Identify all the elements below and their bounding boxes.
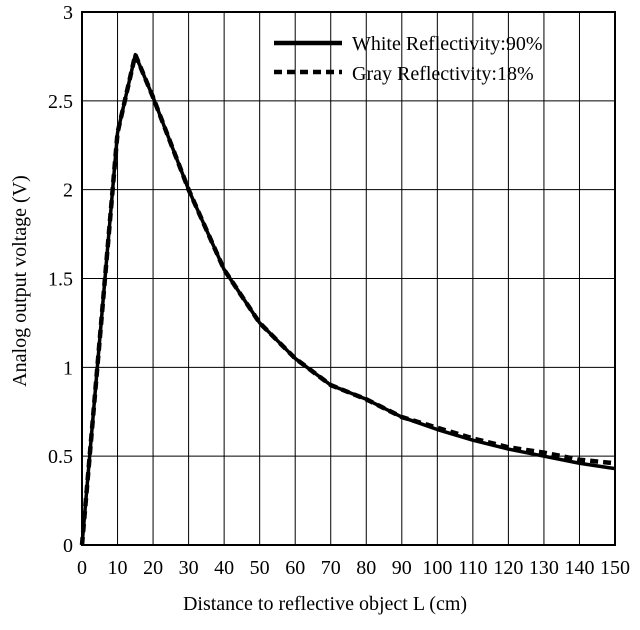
x-tick-label: 100: [422, 557, 452, 579]
x-tick-label: 90: [392, 557, 412, 579]
x-tick-label: 60: [285, 557, 305, 579]
y-tick-label: 0.5: [48, 446, 73, 468]
y-tick-label: 1.5: [48, 269, 73, 291]
x-tick-label: 150: [600, 557, 630, 579]
x-tick-label: 20: [143, 557, 163, 579]
series-line-white: [80, 52, 616, 546]
legend: White Reflectivity:90% Gray Reflectivity…: [274, 33, 543, 85]
x-tick-label: 40: [214, 557, 234, 579]
x-tick-label: 10: [108, 557, 128, 579]
plot-frame: [81, 11, 616, 546]
y-tick-labels: 0 0.5 1 1.5 2 2.5 3: [48, 2, 73, 557]
legend-label-gray: Gray Reflectivity:18%: [352, 63, 534, 85]
series-layer: [79, 52, 616, 546]
x-tick-label: 130: [529, 557, 559, 579]
x-tick-label: 80: [356, 557, 376, 579]
x-tick-label: 50: [250, 557, 270, 579]
y-tick-label: 1: [63, 357, 73, 379]
x-tick-label: 140: [564, 557, 594, 579]
y-tick-label: 2: [63, 180, 73, 202]
x-tick-label: 0: [77, 557, 87, 579]
legend-label-white: White Reflectivity:90%: [352, 33, 543, 55]
x-tick-label: 30: [179, 557, 199, 579]
x-tick-label: 70: [321, 557, 341, 579]
series-line-gray: [79, 52, 616, 546]
grid: [81, 11, 616, 546]
y-axis-label: Analog output voltage (V): [9, 175, 31, 387]
y-tick-label: 0: [63, 535, 73, 557]
y-tick-label: 3: [63, 2, 73, 24]
y-tick-label: 2.5: [48, 91, 73, 113]
x-tick-label: 120: [493, 557, 523, 579]
x-axis-label: Distance to reflective object L (cm): [183, 593, 467, 615]
x-tick-label: 110: [458, 557, 487, 579]
x-tick-labels: 0 10 20 30 40 50 60 70 80 90 100 110 120 130 140 150: [77, 557, 630, 579]
